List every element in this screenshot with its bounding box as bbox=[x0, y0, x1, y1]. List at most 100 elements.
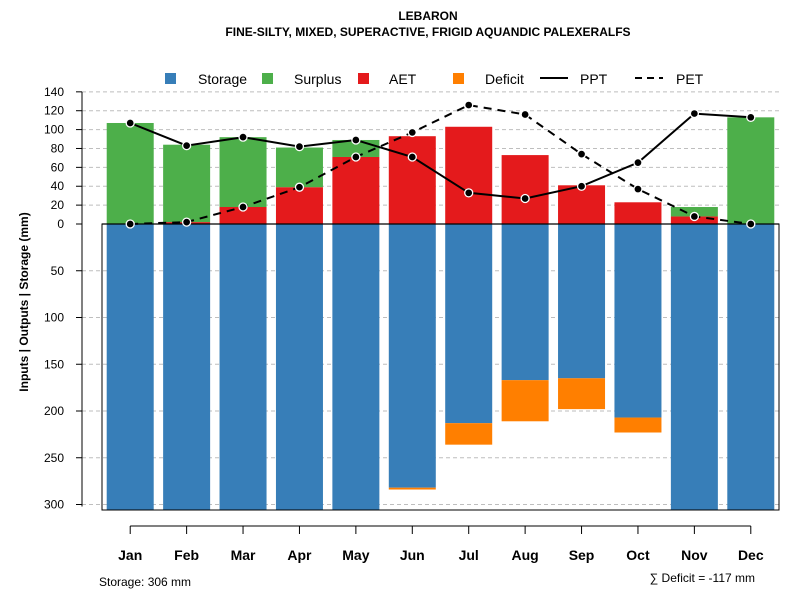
y-tick-label-upper-120: 120 bbox=[44, 104, 64, 118]
pet-point-jul bbox=[464, 100, 474, 110]
deficit-bar-sep bbox=[558, 378, 606, 410]
ppt-point-apr bbox=[294, 141, 305, 152]
x-tick-label-oct: Oct bbox=[626, 547, 650, 563]
x-tick-label-mar: Mar bbox=[231, 547, 256, 563]
surplus-bar-apr bbox=[275, 147, 323, 188]
deficit-bar-jul bbox=[445, 423, 493, 445]
x-tick-label-aug: Aug bbox=[512, 547, 539, 563]
y-axis-label: Inputs | Outputs | Storage (mm) bbox=[17, 212, 31, 391]
storage-bar-aug bbox=[501, 224, 549, 381]
legend-swatch-storage bbox=[165, 73, 176, 84]
storage-bar-dec bbox=[727, 224, 775, 511]
pet-point-sep bbox=[576, 149, 587, 159]
deficit-total-label: ∑ Deficit = -117 mm bbox=[650, 571, 755, 585]
storage-bar-mar bbox=[219, 224, 267, 511]
legend-label-ppt: PPT bbox=[580, 71, 608, 87]
pet-point-aug bbox=[520, 109, 530, 120]
storage-bar-may bbox=[332, 224, 380, 511]
legend-label-deficit: Deficit bbox=[485, 71, 524, 87]
y-tick-label-lower-200: 200 bbox=[44, 404, 64, 418]
y-tick-label-upper-80: 80 bbox=[51, 141, 65, 155]
legend-label-storage: Storage bbox=[198, 71, 247, 87]
aet-bar-oct bbox=[614, 202, 662, 224]
y-tick-label-lower-100: 100 bbox=[44, 311, 64, 325]
legend-swatch-surplus bbox=[262, 73, 273, 84]
aet-bar-aug bbox=[501, 155, 549, 224]
ppt-point-may bbox=[351, 135, 361, 145]
x-tick-label-apr: Apr bbox=[287, 547, 312, 563]
surplus-bar-feb bbox=[163, 144, 211, 223]
ppt-pet-lines bbox=[125, 100, 756, 229]
chart-subtitle: FINE-SILTY, MIXED, SUPERACTIVE, FRIGID A… bbox=[225, 25, 630, 39]
deficit-bar-oct bbox=[614, 417, 662, 433]
x-tick-label-may: May bbox=[342, 547, 369, 563]
x-axis: Jan Feb Mar Apr May Jun Jul Aug Sep Oct Nov Dec bbox=[118, 525, 764, 563]
pet-point-mar bbox=[238, 202, 248, 212]
aet-bar-may bbox=[332, 156, 380, 224]
legend-swatch-deficit bbox=[453, 73, 464, 84]
pet-line bbox=[130, 104, 751, 225]
deficit-bar-aug bbox=[501, 380, 549, 422]
y-tick-label-lower-150: 150 bbox=[44, 357, 64, 371]
y-tick-label-upper-100: 100 bbox=[44, 123, 64, 137]
aet-bar-sep bbox=[558, 185, 606, 224]
pet-point-apr bbox=[294, 182, 305, 192]
y-tick-label-upper-60: 60 bbox=[51, 160, 65, 174]
x-tick-label-jun: Jun bbox=[400, 547, 425, 563]
ppt-point-nov bbox=[689, 108, 700, 119]
ppt-point-mar bbox=[238, 132, 248, 142]
y-tick-label-lower-250: 250 bbox=[44, 451, 64, 465]
storage-bar-feb bbox=[163, 224, 211, 511]
storage-bar-apr bbox=[275, 224, 323, 511]
x-tick-label-feb: Feb bbox=[174, 547, 199, 563]
pet-point-nov bbox=[689, 211, 700, 222]
chart-title: LEBARON bbox=[398, 9, 457, 23]
y-tick-label-upper-20: 20 bbox=[51, 198, 65, 212]
ppt-point-jul bbox=[464, 188, 474, 198]
pet-point-feb bbox=[181, 217, 192, 227]
plot-frame bbox=[101, 223, 780, 511]
x-tick-label-jul: Jul bbox=[459, 547, 479, 563]
legend-swatch-aet bbox=[358, 73, 369, 84]
surplus-bar-dec bbox=[727, 117, 775, 224]
ppt-point-jun bbox=[407, 152, 417, 162]
x-tick-label-jan: Jan bbox=[118, 547, 142, 563]
storage-bar-jun bbox=[388, 224, 436, 488]
gridlines bbox=[82, 91, 780, 505]
ppt-point-aug bbox=[520, 193, 530, 204]
x-tick-label-sep: Sep bbox=[569, 547, 595, 563]
y-tick-label-upper-140: 140 bbox=[44, 85, 64, 99]
y-tick-label-lower-300: 300 bbox=[44, 498, 64, 512]
ppt-line bbox=[129, 112, 751, 200]
storage-total-label: Storage: 306 mm bbox=[99, 575, 191, 589]
x-tick-label-nov: Nov bbox=[681, 547, 708, 563]
y-tick-label-upper-0: 0 bbox=[57, 217, 64, 231]
x-tick-label-dec: Dec bbox=[738, 547, 764, 563]
pet-point-may bbox=[351, 152, 361, 162]
surplus-bar-mar bbox=[219, 137, 267, 208]
storage-bar-sep bbox=[558, 224, 606, 379]
storage-bar-jul bbox=[445, 224, 493, 424]
storage-bar-jan bbox=[106, 224, 154, 511]
y-tick-label-lower-50: 50 bbox=[51, 264, 65, 278]
aet-bar-jun bbox=[388, 136, 436, 224]
pet-point-oct bbox=[633, 184, 643, 194]
y-axis: 0 20 40 60 80 100 120 140 50 100 150 200 250 300 bbox=[44, 85, 83, 512]
legend-label-aet: AET bbox=[389, 71, 417, 87]
ppt-point-jan bbox=[125, 118, 135, 128]
deficit-bar-jun bbox=[388, 487, 436, 490]
bars bbox=[106, 117, 775, 511]
storage-bar-oct bbox=[614, 224, 662, 418]
aet-bar-jul bbox=[445, 126, 493, 224]
legend-label-surplus: Surplus bbox=[294, 71, 341, 87]
ppt-point-oct bbox=[633, 157, 643, 168]
aet-bar-mar bbox=[219, 207, 267, 224]
legend-label-pet: PET bbox=[676, 71, 704, 87]
ppt-point-sep bbox=[576, 181, 587, 191]
pet-point-jan bbox=[125, 219, 135, 229]
surplus-bar-nov bbox=[670, 207, 718, 217]
ppt-point-dec bbox=[746, 112, 756, 122]
storage-bar-nov bbox=[670, 224, 718, 511]
pet-point-dec bbox=[746, 219, 756, 229]
